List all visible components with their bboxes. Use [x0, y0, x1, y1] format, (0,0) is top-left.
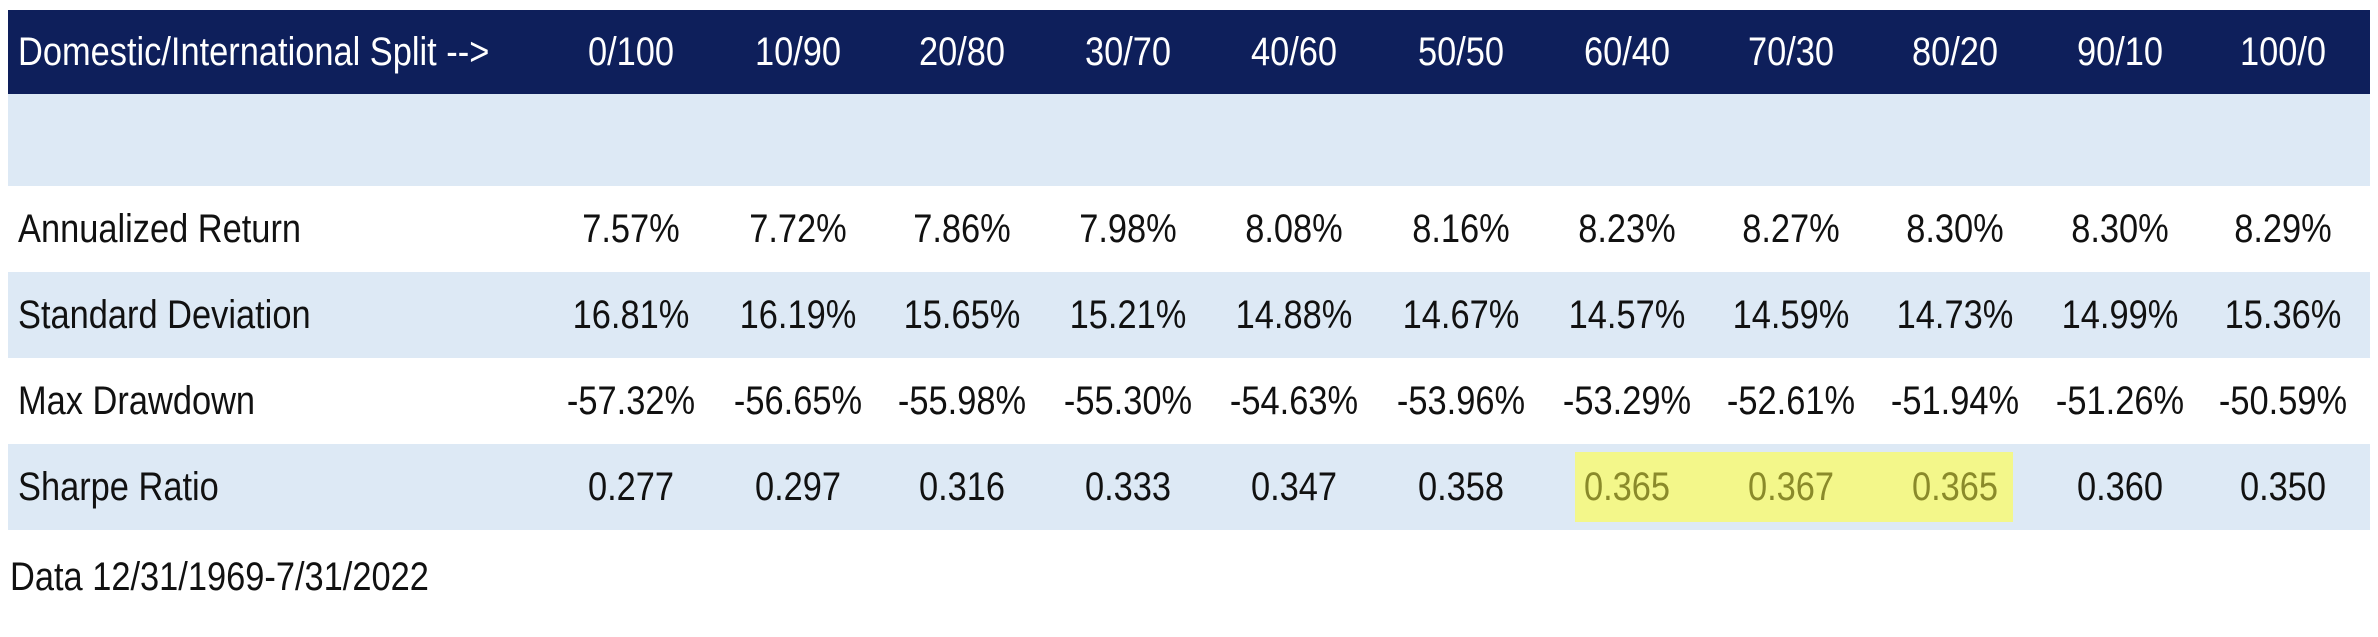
table-cell: 14.88% [1235, 292, 1353, 337]
table-row: Annualized Return 7.57% 7.72% 7.86% 7.98% 8.0… [8, 186, 2370, 272]
header-row: Domestic/International Split --> 0/100 10/… [8, 10, 2370, 94]
table-cell: 15.36% [2224, 292, 2342, 337]
row-label: Max Drawdown [18, 378, 256, 423]
table-cell: 8.23% [1578, 206, 1676, 251]
table-cell: -53.96% [1396, 378, 1526, 423]
table-cell: -55.98% [897, 378, 1027, 423]
table-cell: 8.16% [1412, 206, 1510, 251]
table-cell: 0.347 [1250, 464, 1338, 509]
table-cell: 0.358 [1417, 464, 1505, 509]
table-cell: 7.72% [749, 206, 847, 251]
spacer-row [8, 94, 2370, 186]
table-cell: 0.277 [587, 464, 675, 509]
table-cell: 0.365 [1583, 464, 1671, 509]
column-header: 40/60 [1250, 29, 1338, 74]
table-cell: 14.73% [1896, 292, 2014, 337]
table-cell: -50.59% [2218, 378, 2348, 423]
table-cell: 15.65% [903, 292, 1021, 337]
table-cell: 7.86% [913, 206, 1011, 251]
table-cell: 8.27% [1742, 206, 1840, 251]
table-cell: -56.65% [733, 378, 863, 423]
table-cell: -55.30% [1063, 378, 1193, 423]
data-range-footnote: Data 12/31/1969-7/31/2022 [10, 554, 429, 599]
table-cell: 0.365 [1911, 464, 1999, 509]
table-row: Standard Deviation 16.81% 16.19% 15.65% 15.2… [8, 272, 2370, 358]
column-header: 50/50 [1417, 29, 1505, 74]
table-cell: 8.30% [1906, 206, 2004, 251]
row-label: Standard Deviation [18, 292, 311, 337]
table-cell: -57.32% [566, 378, 696, 423]
table-cell: -54.63% [1229, 378, 1359, 423]
table-cell: 7.57% [582, 206, 680, 251]
table-cell: 14.67% [1402, 292, 1520, 337]
row-label: Sharpe Ratio [18, 464, 219, 509]
table-cell: -51.94% [1890, 378, 2020, 423]
table-cell: 0.333 [1084, 464, 1172, 509]
table-cell: 15.21% [1069, 292, 1187, 337]
table-cell: 0.360 [2076, 464, 2164, 509]
column-header: 90/10 [2076, 29, 2164, 74]
column-header: 100/0 [2239, 29, 2327, 74]
column-header: 10/90 [754, 29, 842, 74]
split-header-label: Domestic/International Split --> [18, 29, 490, 74]
table-cell: 0.297 [754, 464, 842, 509]
allocation-table: Domestic/International Split --> 0/100 10/… [8, 10, 2370, 530]
table-cell: 0.350 [2239, 464, 2327, 509]
table-cell: 16.19% [739, 292, 857, 337]
table-cell: 0.316 [918, 464, 1006, 509]
table-cell: -51.26% [2055, 378, 2185, 423]
table-cell: -53.29% [1562, 378, 1692, 423]
sharpe-highlight [1575, 452, 2013, 522]
table-row: Max Drawdown -57.32% -56.65% -55.98% -55.30%… [8, 358, 2370, 444]
table-cell: 8.30% [2071, 206, 2169, 251]
table-cell: 7.98% [1079, 206, 1177, 251]
table-cell: 14.57% [1568, 292, 1686, 337]
table-cell: 8.29% [2234, 206, 2332, 251]
column-header: 30/70 [1084, 29, 1172, 74]
row-label: Annualized Return [18, 206, 302, 251]
table-cell: -52.61% [1726, 378, 1856, 423]
column-header: 60/40 [1583, 29, 1671, 74]
table-cell: 16.81% [572, 292, 690, 337]
column-header: 0/100 [587, 29, 675, 74]
column-header: 80/20 [1911, 29, 1999, 74]
column-header: 20/80 [918, 29, 1006, 74]
table-row: Sharpe Ratio 0.277 0.297 0.316 0.333 0.347 0.3… [8, 444, 2370, 530]
table-cell: 8.08% [1245, 206, 1343, 251]
table-cell: 14.59% [1732, 292, 1850, 337]
table-cell: 14.99% [2061, 292, 2179, 337]
column-header: 70/30 [1747, 29, 1835, 74]
table-cell: 0.367 [1747, 464, 1835, 509]
